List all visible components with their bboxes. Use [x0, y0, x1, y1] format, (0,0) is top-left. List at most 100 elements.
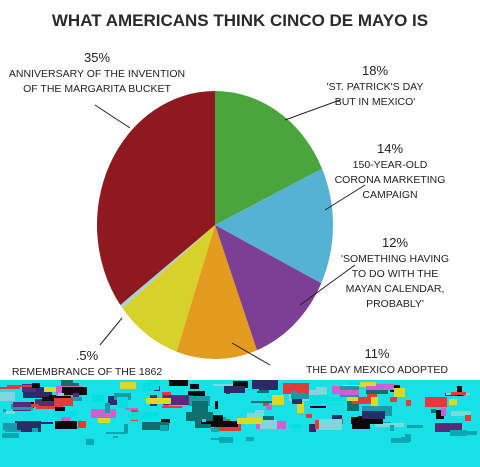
noise-block — [237, 418, 262, 424]
pie-slice-3 — [176, 225, 257, 359]
noise-block — [24, 404, 39, 407]
slice-description-line-0-1: BUT IN MEXICO' — [335, 96, 416, 108]
noise-block — [260, 420, 277, 429]
chart-title: WHAT AMERICANS THINK CINCO DE MAYO IS — [52, 11, 428, 30]
noise-block — [449, 399, 457, 405]
noise-block — [113, 436, 118, 438]
noise-block — [161, 419, 170, 423]
noise-block — [367, 391, 377, 399]
slice-percent-label-6: 35% — [84, 50, 110, 65]
noise-block — [465, 415, 471, 421]
noise-block — [248, 389, 259, 391]
slice-description-line-6-1: OF THE MARGARITA BUCKET — [23, 83, 171, 95]
noise-block — [190, 384, 199, 389]
noise-block — [3, 423, 17, 430]
noise-block — [360, 382, 376, 386]
noise-block — [457, 386, 462, 396]
noise-block — [32, 428, 38, 432]
noise-block — [41, 422, 53, 424]
noise-block — [54, 398, 73, 406]
noise-block — [6, 411, 15, 414]
noise-block — [206, 407, 219, 414]
noise-block — [391, 438, 409, 443]
noise-block — [309, 424, 316, 432]
noise-block — [456, 431, 477, 435]
noise-block — [406, 400, 411, 406]
noise-block — [310, 406, 326, 408]
slice-labels: 18% 'ST. PATRICK'S DAY BUT IN MEXICO' 14% 15… — [9, 50, 449, 378]
noise-block — [61, 413, 71, 422]
noise-block — [213, 384, 237, 386]
noise-block — [69, 397, 82, 401]
noise-block — [162, 406, 182, 408]
slice-percent-label-0: 18% — [362, 63, 388, 78]
noise-block — [211, 428, 219, 432]
noise-block — [0, 392, 15, 401]
noise-block — [3, 409, 6, 412]
noise-block — [202, 419, 206, 422]
noise-block — [257, 390, 269, 393]
noise-block — [86, 439, 94, 445]
noise-block — [272, 395, 284, 405]
noise-block — [142, 422, 169, 430]
noise-block — [214, 424, 241, 431]
noise-block — [192, 401, 208, 412]
noise-block — [211, 438, 226, 440]
noise-block — [233, 381, 248, 388]
noise-block — [405, 434, 411, 439]
noise-block — [255, 410, 264, 414]
noise-block — [347, 400, 359, 411]
noise-block — [322, 397, 345, 401]
noise-block — [394, 388, 405, 397]
noise-block — [390, 397, 397, 402]
noise-block — [114, 393, 131, 400]
noise-block — [91, 409, 116, 418]
noise-block — [49, 395, 71, 398]
noise-block — [125, 408, 138, 410]
leader-line-3 — [231, 342, 271, 366]
leader-line-2 — [299, 264, 356, 306]
noise-block — [120, 382, 136, 389]
noise-block — [211, 421, 238, 427]
noise-block — [61, 380, 73, 387]
noise-block — [62, 387, 87, 395]
noise-block — [309, 395, 328, 404]
slice-description-line-6-0: ANNIVERSARY OF THE INVENTION — [9, 68, 185, 80]
leader-line-5 — [99, 317, 123, 346]
noise-block — [188, 391, 205, 396]
leader-line-1 — [324, 184, 366, 211]
noise-block — [291, 393, 309, 399]
slice-description-line-2-3: PROBABLY' — [366, 298, 424, 310]
noise-block — [98, 414, 110, 423]
noise-block — [436, 410, 444, 419]
noise-block — [306, 414, 312, 418]
slice-description-line-1-0: 150-YEAR-OLD — [353, 159, 428, 171]
pie-slice-2 — [215, 225, 322, 351]
noise-block — [55, 407, 65, 413]
noise-block — [277, 392, 280, 396]
noise-block — [55, 421, 77, 429]
noise-block — [247, 413, 264, 421]
noise-block — [73, 393, 79, 397]
slice-percent-label-1: 14% — [377, 141, 403, 156]
slice-description-line-2-1: TO DO WITH THE — [352, 268, 439, 280]
slice-description-line-0-0: 'ST. PATRICK'S DAY — [327, 81, 424, 93]
noise-block — [44, 387, 63, 392]
noise-block — [32, 383, 40, 388]
noise-block — [215, 401, 218, 409]
noise-block — [35, 399, 65, 406]
noise-block — [352, 397, 376, 404]
slice-percent-label-5: .5% — [76, 348, 99, 363]
pie-slice-0 — [215, 91, 323, 225]
noise-block — [106, 432, 127, 434]
noise-block — [186, 412, 213, 421]
pie-slice-6 — [96, 90, 215, 305]
pie-slice-5 — [120, 225, 215, 309]
noise-block — [283, 383, 309, 394]
pie-slice-4 — [122, 225, 215, 352]
noise-block — [319, 419, 342, 430]
noise-block — [42, 397, 59, 401]
noise-block — [292, 398, 302, 404]
leader-line-0 — [284, 99, 341, 121]
